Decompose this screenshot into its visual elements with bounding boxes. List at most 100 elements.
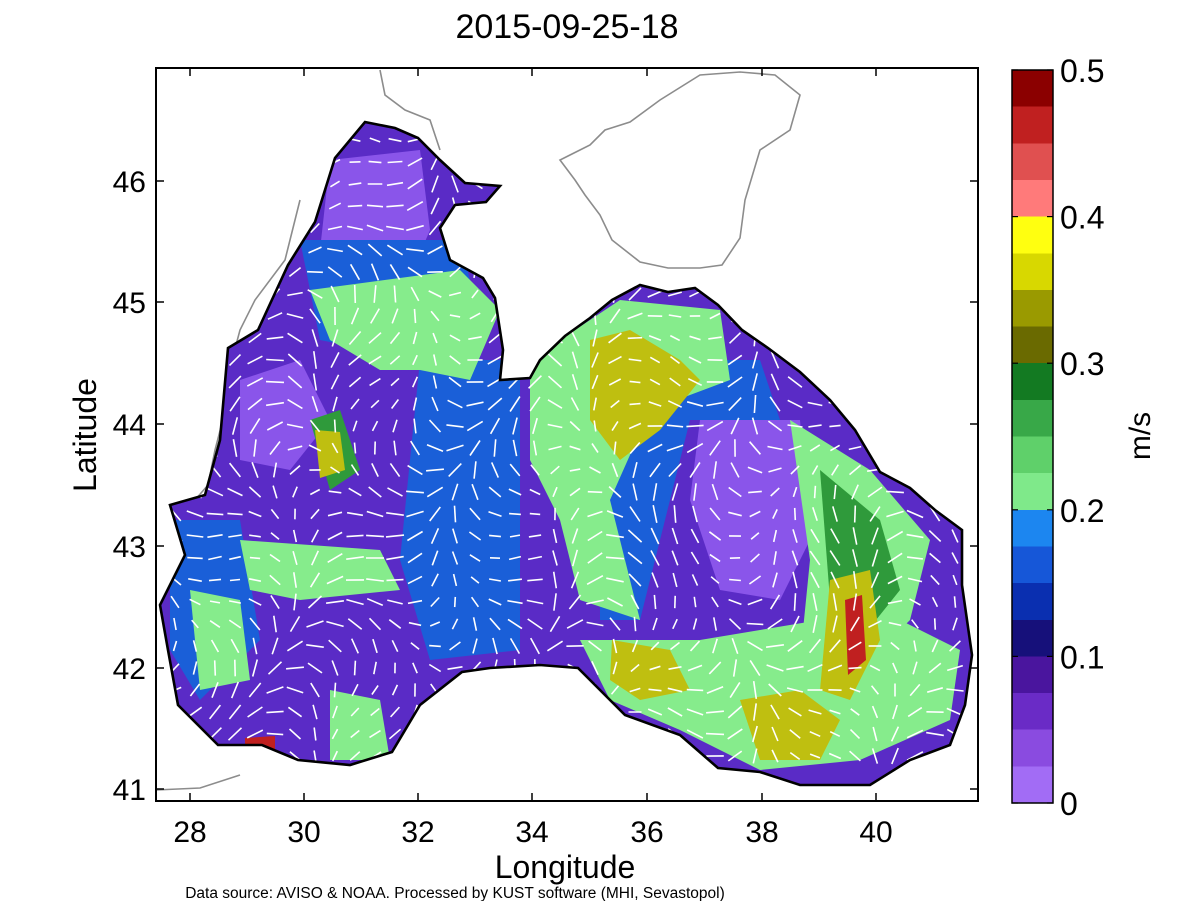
velocity-arrow xyxy=(649,378,661,386)
x-tick-label: 28 xyxy=(173,816,206,849)
velocity-arrow xyxy=(832,506,838,522)
velocity-arrow xyxy=(709,312,721,320)
velocity-arrow xyxy=(286,640,304,652)
velocity-arrow xyxy=(787,640,803,652)
velocity-arrow xyxy=(227,487,243,497)
velocity-arrow xyxy=(648,335,662,341)
velocity-arrow xyxy=(248,682,262,698)
x-tick-label: 36 xyxy=(630,816,663,849)
velocity-arrow xyxy=(852,593,858,611)
velocity-arrow xyxy=(229,555,241,561)
velocity-arrow xyxy=(266,336,284,340)
velocity-arrow xyxy=(331,660,339,676)
velocity-arrow xyxy=(386,204,404,208)
velocity-arrow xyxy=(471,483,479,501)
velocity-arrow xyxy=(407,464,423,476)
blob-strong xyxy=(315,430,345,478)
velocity-arrow xyxy=(266,421,284,431)
velocity-arrow xyxy=(629,687,641,693)
velocity-arrow xyxy=(333,419,337,433)
velocity-arrow xyxy=(951,529,959,543)
velocity-arrow xyxy=(431,396,439,412)
velocity-arrow xyxy=(750,532,760,540)
velocity-arrow xyxy=(293,593,297,611)
velocity-arrow xyxy=(747,466,763,474)
velocity-arrow xyxy=(693,483,697,501)
velocity-arrow xyxy=(466,401,484,407)
velocity-arrow xyxy=(706,401,724,407)
velocity-arrow xyxy=(230,681,240,699)
velocity-arrow xyxy=(793,507,797,521)
velocity-arrow xyxy=(449,314,461,318)
velocity-arrow xyxy=(705,732,725,736)
velocity-arrow xyxy=(591,352,599,368)
velocity-arrow xyxy=(326,620,344,628)
velocity-arrow xyxy=(413,308,417,324)
velocity-arrow xyxy=(211,682,219,698)
velocity-arrow xyxy=(907,556,923,560)
axis-ticks: 28 30 32 34 36 38 40 41 42 43 44 45 46 xyxy=(113,68,978,849)
velocity-arrow xyxy=(388,619,402,629)
velocity-arrow xyxy=(373,661,377,675)
y-axis-label: Latitude xyxy=(67,378,103,492)
velocity-arrow xyxy=(587,530,603,542)
velocity-arrow xyxy=(366,510,384,518)
velocity-arrow xyxy=(366,224,384,232)
velocity-arrow xyxy=(627,551,643,565)
velocity-arrow xyxy=(529,488,541,496)
velocity-arrow xyxy=(408,621,422,627)
velocity-arrow xyxy=(732,659,738,677)
velocity-arrow xyxy=(909,598,921,606)
velocity-arrow xyxy=(772,529,778,543)
velocity-arrow xyxy=(911,619,919,629)
velocity-arrow xyxy=(508,488,522,496)
velocity-arrow xyxy=(772,509,778,519)
x-tick-label: 40 xyxy=(859,816,892,849)
velocity-arrow xyxy=(686,424,704,428)
velocity-arrow xyxy=(389,462,401,478)
velocity-arrow xyxy=(310,222,320,234)
velocity-arrow xyxy=(729,578,741,582)
velocity-arrow xyxy=(748,490,762,494)
velocity-arrow xyxy=(426,486,444,498)
velocity-arrow xyxy=(709,440,721,456)
velocity-arrow xyxy=(307,270,323,274)
velocity-arrow xyxy=(353,660,357,676)
velocity-arrow xyxy=(213,660,217,676)
velocity-arrow xyxy=(952,617,958,631)
velocity-arrow xyxy=(610,399,620,409)
velocity-arrow xyxy=(489,534,501,538)
velocity-arrow xyxy=(393,285,397,303)
velocity-arrow xyxy=(307,662,323,674)
velocity-arrow xyxy=(286,666,304,670)
x-tick-label: 34 xyxy=(515,816,548,849)
velocity-arrow xyxy=(587,490,603,494)
velocity-arrow xyxy=(230,638,240,654)
velocity-arrow xyxy=(487,397,503,411)
velocity-arrow xyxy=(771,749,779,763)
velocity-arrow xyxy=(687,664,703,672)
y-tick-label: 42 xyxy=(113,653,146,686)
velocity-arrow xyxy=(672,618,678,630)
velocity-arrow xyxy=(953,596,957,608)
velocity-arrow xyxy=(327,225,343,231)
velocity-arrow xyxy=(667,291,683,297)
velocity-arrow xyxy=(287,445,303,451)
velocity-arrow xyxy=(412,331,418,345)
velocity-arrow xyxy=(452,528,458,544)
velocity-arrow xyxy=(350,307,360,325)
velocity-arrow xyxy=(731,637,739,655)
velocity-arrow xyxy=(429,506,441,522)
velocity-arrow xyxy=(553,593,557,611)
velocity-arrow xyxy=(571,374,579,390)
velocity-arrow xyxy=(493,439,497,457)
velocity-arrow xyxy=(769,594,781,610)
colorbar-tick-label: 0.1 xyxy=(1060,639,1104,675)
velocity-arrow xyxy=(768,467,782,473)
velocity-arrow xyxy=(906,509,924,519)
velocity-arrow xyxy=(630,594,640,610)
velocity-arrow xyxy=(432,375,438,389)
velocity-arrow xyxy=(427,245,443,255)
velocity-arrow xyxy=(668,666,682,670)
velocity-arrow xyxy=(470,596,480,608)
